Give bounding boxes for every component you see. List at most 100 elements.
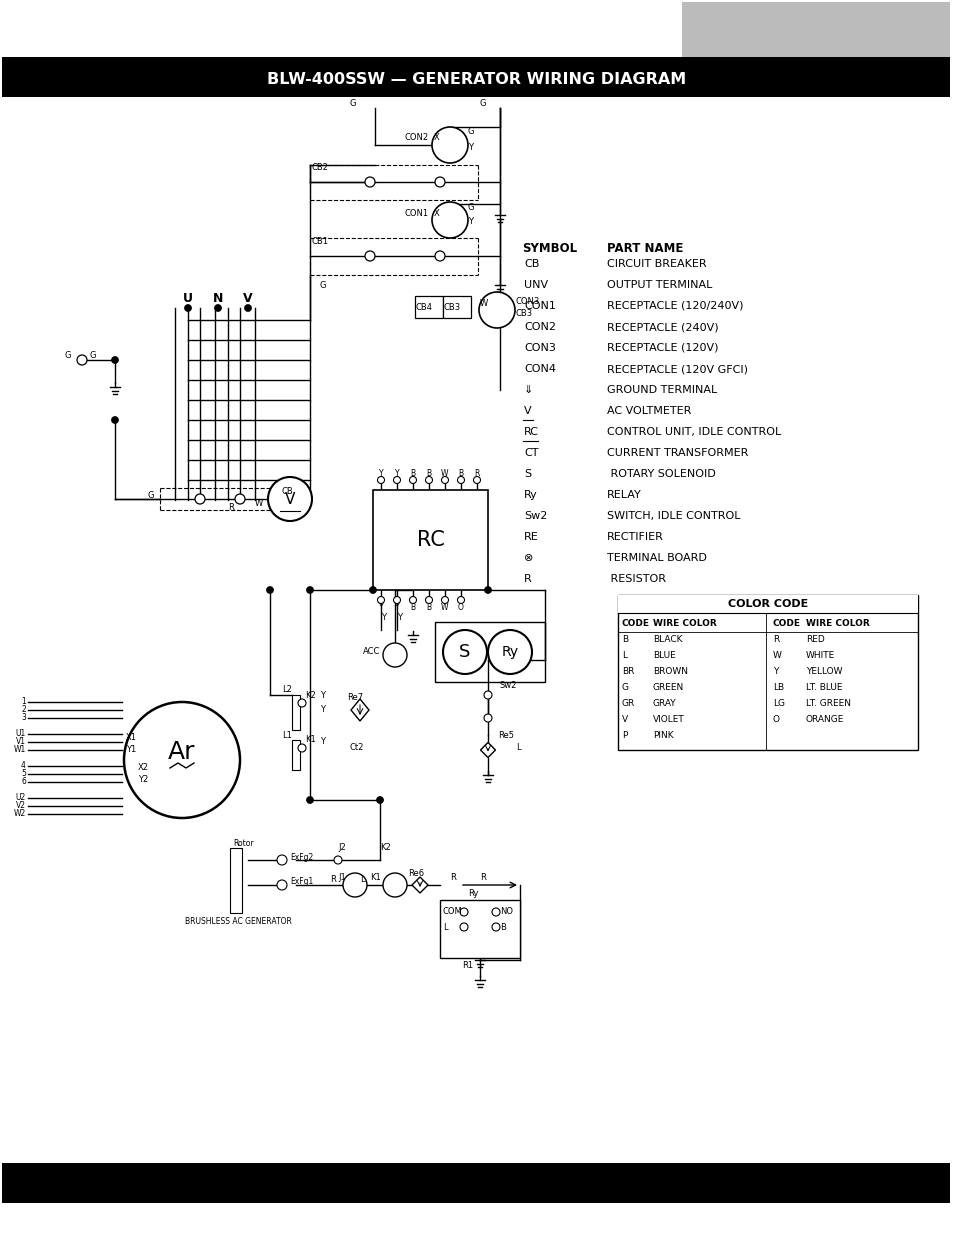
Text: CON2: CON2 <box>523 322 556 332</box>
Circle shape <box>343 873 367 897</box>
Circle shape <box>483 692 492 699</box>
Circle shape <box>484 587 491 594</box>
Text: SYMBOL: SYMBOL <box>521 242 577 254</box>
Circle shape <box>409 477 416 483</box>
Text: ExFg1: ExFg1 <box>290 878 313 887</box>
Text: UNV: UNV <box>523 280 548 290</box>
Text: Y: Y <box>378 468 383 478</box>
Text: BROWN: BROWN <box>652 667 687 677</box>
Text: NO: NO <box>499 908 513 916</box>
Bar <box>442 296 471 317</box>
Text: Y: Y <box>396 614 401 622</box>
Text: L: L <box>516 743 520 752</box>
Text: R: R <box>772 636 779 645</box>
Text: J1: J1 <box>337 873 345 883</box>
Text: OUTPUT TERMINAL: OUTPUT TERMINAL <box>606 280 712 290</box>
Text: RELAY: RELAY <box>606 490 641 500</box>
Circle shape <box>276 881 287 890</box>
Text: TERMINAL BOARD: TERMINAL BOARD <box>606 553 706 563</box>
Circle shape <box>124 701 240 818</box>
Circle shape <box>432 203 468 238</box>
Bar <box>618 595 917 613</box>
Text: Y: Y <box>380 614 386 622</box>
Circle shape <box>266 587 274 594</box>
Text: W: W <box>441 468 448 478</box>
Text: Ry: Ry <box>468 888 477 898</box>
Text: CODE: CODE <box>772 619 801 627</box>
Circle shape <box>234 494 245 504</box>
Circle shape <box>473 477 480 483</box>
Text: G: G <box>479 100 486 109</box>
Text: G: G <box>468 127 474 137</box>
Text: BLUE: BLUE <box>652 652 675 661</box>
Circle shape <box>425 477 432 483</box>
Text: G: G <box>468 204 474 212</box>
Text: LT. BLUE: LT. BLUE <box>805 683 841 693</box>
Polygon shape <box>412 877 428 893</box>
Text: B: B <box>499 923 505 931</box>
Text: K1: K1 <box>305 736 315 745</box>
Text: WHITE: WHITE <box>805 652 835 661</box>
Text: Ct2: Ct2 <box>350 743 364 752</box>
Text: RECEPTACLE (120/240V): RECEPTACLE (120/240V) <box>606 301 742 311</box>
Circle shape <box>297 743 306 752</box>
Bar <box>681 2 949 59</box>
Circle shape <box>365 177 375 186</box>
Text: RESISTOR: RESISTOR <box>606 574 665 584</box>
Text: G: G <box>65 351 71 359</box>
Text: RED: RED <box>805 636 824 645</box>
Text: CB: CB <box>523 259 538 269</box>
Text: B: B <box>426 603 431 611</box>
Text: V: V <box>523 406 531 416</box>
Circle shape <box>457 477 464 483</box>
Text: 6: 6 <box>21 778 26 787</box>
Text: Y: Y <box>395 468 399 478</box>
Text: 5: 5 <box>21 769 26 778</box>
Circle shape <box>441 597 448 604</box>
Text: R: R <box>450 873 456 883</box>
Text: L: L <box>442 923 447 931</box>
Bar <box>415 296 442 317</box>
Text: RECEPTACLE (120V GFCI): RECEPTACLE (120V GFCI) <box>606 364 747 374</box>
Text: CB: CB <box>282 488 294 496</box>
Circle shape <box>441 477 448 483</box>
Circle shape <box>478 291 515 329</box>
Text: YELLOW: YELLOW <box>805 667 841 677</box>
Text: G: G <box>621 683 628 693</box>
Circle shape <box>459 908 468 916</box>
Text: SWITCH, IDLE CONTROL: SWITCH, IDLE CONTROL <box>606 511 740 521</box>
Text: LG: LG <box>772 699 784 709</box>
Text: W: W <box>441 603 448 611</box>
Text: Y: Y <box>772 667 778 677</box>
Text: CON1: CON1 <box>405 209 429 217</box>
Text: COM: COM <box>442 908 462 916</box>
Circle shape <box>393 597 400 604</box>
Text: RC: RC <box>523 427 538 437</box>
Text: CODE: CODE <box>621 619 649 627</box>
Circle shape <box>409 597 416 604</box>
Text: Y: Y <box>468 217 473 226</box>
Text: BRUSHLESS AC GENERATOR: BRUSHLESS AC GENERATOR <box>185 918 292 926</box>
Text: O: O <box>457 603 463 611</box>
Text: Y2: Y2 <box>138 776 148 784</box>
Circle shape <box>334 856 341 864</box>
Text: S: S <box>458 643 470 661</box>
Text: V: V <box>243 291 253 305</box>
Text: ORANGE: ORANGE <box>805 715 843 725</box>
Circle shape <box>306 587 314 594</box>
Text: B: B <box>621 636 627 645</box>
Text: V: V <box>621 715 627 725</box>
Text: B: B <box>426 468 431 478</box>
Circle shape <box>425 597 432 604</box>
Text: 3: 3 <box>21 714 26 722</box>
Circle shape <box>376 797 383 804</box>
Polygon shape <box>351 699 369 721</box>
Text: GR: GR <box>621 699 635 709</box>
Text: ACC: ACC <box>363 647 380 657</box>
Text: V2: V2 <box>16 802 26 810</box>
Text: K2: K2 <box>305 690 315 699</box>
Text: CB2: CB2 <box>312 163 329 173</box>
Text: Y: Y <box>319 690 325 699</box>
Bar <box>292 695 299 730</box>
Text: ⊗: ⊗ <box>523 553 533 563</box>
